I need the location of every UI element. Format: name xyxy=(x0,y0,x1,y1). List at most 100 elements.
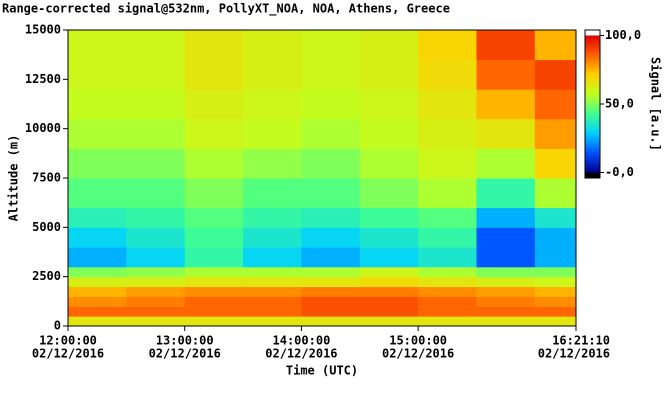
x-tick-date: 02/12/2016 xyxy=(32,347,104,361)
heatmap-cell xyxy=(418,59,477,90)
heatmap-cell xyxy=(68,30,127,61)
x-tick-date: 02/12/2016 xyxy=(538,347,610,361)
heatmap-cell xyxy=(184,59,244,90)
heatmap-cell xyxy=(301,276,361,288)
heatmap-cell xyxy=(418,89,477,120)
heatmap-cell xyxy=(476,316,536,327)
heatmap-cell xyxy=(126,30,186,61)
heatmap-cell xyxy=(418,247,477,268)
heatmap-cell xyxy=(418,266,477,278)
heatmap-cell xyxy=(534,59,577,90)
heatmap-cell xyxy=(184,207,244,228)
heatmap-cell xyxy=(301,178,361,209)
heatmap-cell xyxy=(359,118,419,149)
heatmap-cell xyxy=(476,178,536,209)
heatmap-cell xyxy=(418,30,477,61)
heatmap-cell xyxy=(418,286,477,297)
heatmap-cell xyxy=(68,178,127,209)
heatmap-cell xyxy=(359,30,419,61)
heatmap-cell xyxy=(476,207,536,228)
heatmap-cell xyxy=(126,118,186,149)
heatmap-cell xyxy=(359,296,419,307)
heatmap-cell xyxy=(476,118,536,149)
heatmap-cell xyxy=(126,227,186,248)
heatmap-cell xyxy=(476,30,536,61)
heatmap-cell xyxy=(184,296,244,307)
heatmap-cell xyxy=(418,178,477,209)
heatmap-cell xyxy=(184,89,244,120)
heatmap-cell xyxy=(359,266,419,278)
y-tick-label: 15000 xyxy=(25,23,61,37)
heatmap-cell xyxy=(476,59,536,90)
y-tick-label: 5000 xyxy=(32,220,61,234)
heatmap-cell xyxy=(476,148,536,179)
heatmap-cell xyxy=(126,207,186,228)
heatmap-cell xyxy=(243,316,302,327)
chart-title: Range-corrected signal@532nm, PollyXT_NO… xyxy=(2,2,450,17)
heatmap-cell xyxy=(418,296,477,307)
x-tick-label: 12:00:00 xyxy=(39,334,97,348)
heatmap-cell xyxy=(68,148,127,179)
heatmap-cell xyxy=(534,118,577,149)
heatmap-cell xyxy=(301,30,361,61)
y-tick-label: 0 xyxy=(54,319,61,333)
heatmap-cell xyxy=(476,276,536,288)
heatmap-cell xyxy=(184,227,244,248)
heatmap-cell xyxy=(68,227,127,248)
heatmap-cell xyxy=(359,247,419,268)
heatmap-cell xyxy=(184,30,244,61)
heatmap-cell xyxy=(126,266,186,278)
heatmap-cell xyxy=(68,276,127,288)
heatmap-cell xyxy=(301,59,361,90)
heatmap-cell xyxy=(301,148,361,179)
heatmap-cell xyxy=(418,148,477,179)
heatmap-cell xyxy=(359,148,419,179)
heatmap-cell xyxy=(68,286,127,297)
heatmap-cell xyxy=(418,316,477,327)
colorbar-tick-label: 50,0 xyxy=(605,97,634,111)
heatmap-cell xyxy=(68,89,127,120)
heatmap-cell xyxy=(301,316,361,327)
heatmap-cell xyxy=(359,89,419,120)
heatmap-cell xyxy=(359,306,419,317)
y-tick-label: 7500 xyxy=(32,171,61,185)
heatmap-cell xyxy=(534,276,577,288)
heatmap-cell xyxy=(301,247,361,268)
heatmap-cell xyxy=(534,247,577,268)
heatmap-cell xyxy=(359,178,419,209)
heatmap-cell xyxy=(243,227,302,248)
heatmap-cell xyxy=(68,306,127,317)
x-tick-label: 14:00:00 xyxy=(273,334,331,348)
heatmap-cell xyxy=(68,266,127,278)
heatmap-cell xyxy=(418,276,477,288)
heatmap-cell xyxy=(68,296,127,307)
heatmap-cell xyxy=(476,286,536,297)
heatmap-cell xyxy=(126,286,186,297)
heatmap-cell xyxy=(301,89,361,120)
heatmap-cell xyxy=(126,59,186,90)
heatmap-cell xyxy=(126,247,186,268)
heatmap-cell xyxy=(184,118,244,149)
heatmap-cell xyxy=(301,286,361,297)
heatmap-cell xyxy=(126,178,186,209)
heatmap-cell xyxy=(243,30,302,61)
heatmap-cell xyxy=(359,276,419,288)
x-tick-label: 15:00:00 xyxy=(389,334,447,348)
heatmap-cell xyxy=(476,306,536,317)
heatmap-cell xyxy=(184,178,244,209)
heatmap-cell xyxy=(301,266,361,278)
heatmap-cell xyxy=(184,286,244,297)
heatmap-cell xyxy=(534,266,577,278)
heatmap-cell xyxy=(476,227,536,248)
heatmap-cell xyxy=(534,207,577,228)
heatmap-cell xyxy=(243,118,302,149)
heatmap-cell xyxy=(301,306,361,317)
heatmap-cell xyxy=(243,89,302,120)
heatmap-cell xyxy=(126,306,186,317)
colorbar-tick-label: 100,0 xyxy=(605,28,641,42)
heatmap-cell xyxy=(126,276,186,288)
heatmap-cell xyxy=(359,316,419,327)
heatmap-cell xyxy=(243,148,302,179)
heatmap-cell xyxy=(418,118,477,149)
